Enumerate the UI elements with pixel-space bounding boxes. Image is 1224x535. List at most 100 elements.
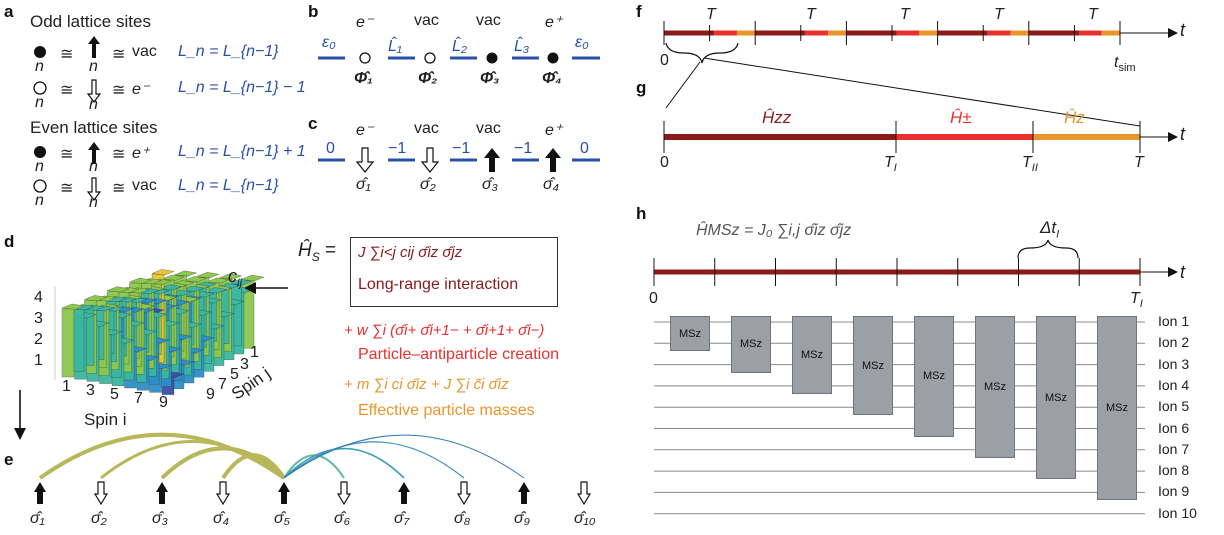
b-link: L̂₁	[388, 38, 402, 55]
filled-circle-icon	[34, 46, 46, 58]
c-link: 0	[580, 140, 589, 157]
axis-arrow-icon	[1168, 28, 1178, 38]
g-tick: TI	[884, 154, 897, 175]
panel-label-e: e	[4, 450, 14, 469]
x-tick: 7	[134, 390, 143, 407]
down-arrow-icon	[86, 79, 102, 103]
ion-label: Ion 3	[1158, 355, 1190, 372]
term-pair-creation: + w ∑i (σ̂i+ σ̂i+1− + σ̂i+1+ σ̂i−)	[344, 322, 545, 339]
c-link: 0	[326, 140, 335, 157]
bar-front	[61, 308, 75, 378]
ion-label: Ion 5	[1158, 398, 1190, 415]
ion-label: Ion 2	[1158, 334, 1190, 351]
equiv: ≅	[60, 82, 74, 99]
g-tick: T	[1134, 154, 1144, 171]
f-end: tsim	[1114, 54, 1136, 75]
site-circle	[424, 52, 436, 64]
h-start: 0	[649, 290, 658, 307]
gauss-rule: L_n = L_{n−1}	[178, 43, 279, 60]
h-zz-label: Ĥzz	[762, 108, 792, 127]
g-axis: t	[1180, 124, 1186, 144]
b-particle: e⁻	[356, 14, 374, 31]
c-link: −1	[452, 140, 471, 157]
axis-arrow-icon	[1168, 267, 1178, 277]
c-link: −1	[514, 140, 533, 157]
b-link: L̂₃	[514, 38, 530, 55]
e-site-label: σ̂₃	[152, 510, 168, 527]
h-msz-equation: ĤMSz = J₀ ∑i,j σ̂iz σ̂jz	[696, 222, 852, 239]
g-tick: TII	[1022, 154, 1038, 175]
z-tick: 4	[34, 289, 43, 306]
site-circle	[547, 52, 559, 64]
ion-label: Ion 9	[1158, 483, 1190, 500]
up-arrow-icon	[484, 148, 500, 172]
b-particle: vac	[414, 12, 439, 29]
down-arrow-icon	[456, 481, 472, 506]
hollow-circle-icon	[33, 81, 47, 95]
c-particle: e⁻	[356, 122, 374, 139]
arrow-n: n	[89, 194, 98, 211]
e-site-label: σ̂₆	[334, 510, 351, 527]
equiv: ≅	[112, 180, 126, 197]
gauss-rule: L_n = L_{n−1}	[178, 177, 279, 194]
h-axis: t	[1180, 262, 1186, 282]
ion-label: Ion 10	[1158, 504, 1197, 521]
b-particle: vac	[476, 12, 501, 29]
site-n: n	[35, 58, 44, 75]
interaction-arc	[221, 453, 286, 480]
ion-label: Ion 4	[1158, 376, 1190, 393]
hs-label: ĤS =	[298, 240, 337, 264]
down-arrow-icon	[336, 481, 352, 506]
panel-a-symbols	[33, 36, 102, 201]
up-arrow-icon	[34, 482, 46, 504]
z-tick: 3	[34, 310, 43, 327]
arrow-n: n	[89, 58, 98, 75]
site-n: n	[35, 94, 44, 111]
hollow-circle-icon	[33, 179, 47, 193]
down-arrow-icon	[93, 481, 109, 506]
y-tick: 5	[230, 366, 239, 383]
gauss-rule: L_n = L_{n−1} − 1	[178, 79, 306, 96]
x-axis-label: Spin i	[84, 410, 127, 429]
arrow-left-icon	[244, 282, 256, 294]
up-arrow-icon	[156, 482, 168, 504]
equiv: ≅	[112, 82, 126, 99]
y-tick: 7	[218, 376, 227, 393]
ion-label: Ion 6	[1158, 419, 1190, 436]
filled-circle-icon	[34, 146, 46, 158]
gauss-rule: L_n = L_{n−1} + 1	[178, 143, 306, 160]
interaction-arc	[283, 434, 525, 479]
ion-label: Ion 7	[1158, 440, 1190, 457]
y-tick: 1	[250, 344, 259, 361]
panel-d-arrows	[14, 282, 288, 440]
odd-sites-title: Odd lattice sites	[30, 12, 151, 31]
f-start: 0	[660, 52, 669, 69]
period-label: T	[806, 6, 816, 23]
equiv: ≅	[112, 46, 126, 63]
z-tick: 1	[34, 352, 43, 369]
panel-b-c-graphics	[318, 52, 600, 173]
interaction-arc	[283, 447, 405, 479]
b-site: Φ̂₁	[354, 70, 373, 87]
panel-label-b: b	[308, 2, 319, 21]
period-label: T	[1088, 6, 1098, 23]
interaction-arc	[100, 440, 285, 480]
b-link: ε₀	[575, 34, 589, 51]
down-arrow-icon	[86, 177, 102, 201]
ion-label: Ion 1	[1158, 313, 1190, 329]
b-site: Φ̂₃	[480, 70, 500, 87]
b-link: ε₀	[322, 34, 336, 51]
e-site-label: σ̂₅	[274, 510, 291, 527]
period-label: T	[706, 6, 716, 23]
interaction-arcs	[34, 432, 592, 506]
c-particle: e⁺	[545, 122, 563, 139]
h-z-label: Ĥz	[1064, 108, 1085, 127]
up-arrow-icon	[88, 142, 100, 164]
c-particle: vac	[476, 120, 501, 137]
x-tick: 9	[159, 394, 168, 411]
msz-gate: MSz	[731, 316, 771, 373]
arrow-down-icon	[14, 428, 26, 440]
b-site: Φ̂₂	[418, 70, 438, 87]
site-n: n	[35, 158, 44, 175]
b-particle: e⁺	[545, 14, 563, 31]
